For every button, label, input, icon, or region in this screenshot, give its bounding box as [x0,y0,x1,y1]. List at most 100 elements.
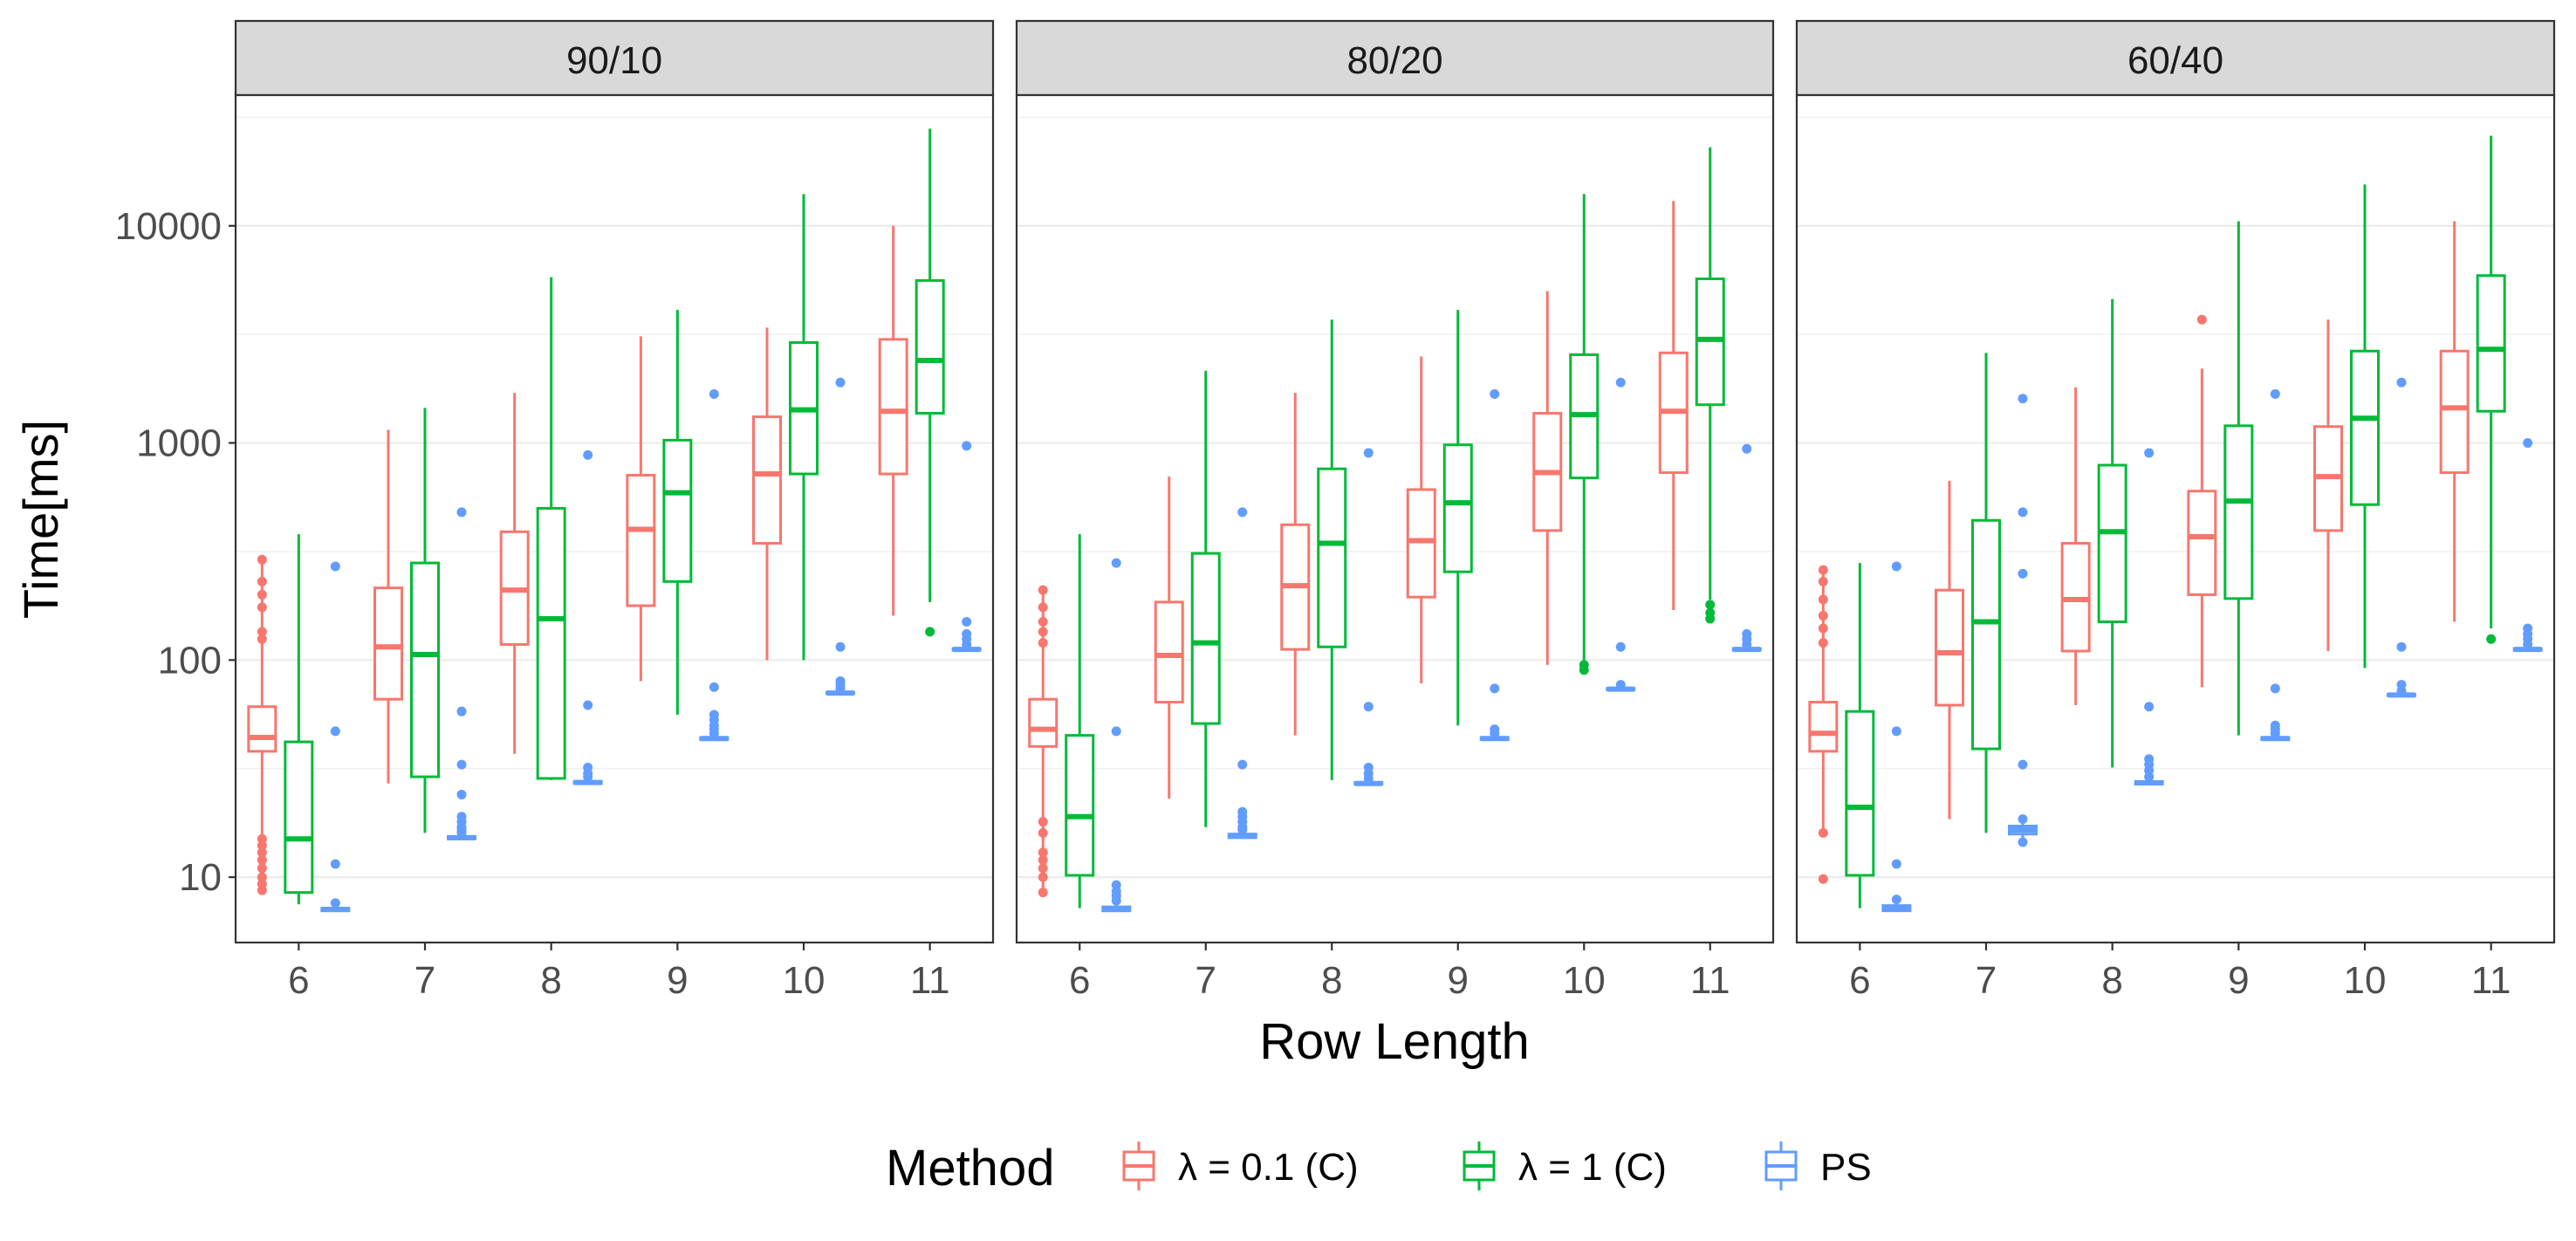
boxplot-lambda-0-1-7 [1154,477,1184,799]
boxplot-lambda-0-1-6 [247,554,277,895]
facet-strip-label: 80/20 [1346,39,1442,82]
boxplot-lambda-1-6 [1845,563,1875,908]
boxplot-ps-11 [951,441,982,653]
boxplot-lambda-1-9 [662,310,693,715]
outlier-point [257,847,267,858]
outlier-point [1615,377,1626,387]
outlier-point [583,449,593,460]
outlier-point [257,833,267,844]
boxplot-lambda-0-1-9 [626,336,656,682]
outlier-point [2018,814,2028,825]
plot-panel [1017,95,1773,943]
outlier-point [257,863,267,874]
outlier-point [1818,874,1828,884]
x-tick-label: 6 [1069,959,1090,1002]
outlier-point [2523,438,2533,449]
x-axis-title: Row Length [1259,1013,1530,1070]
x-tick-label: 10 [1563,959,1606,1002]
boxplot-lambda-1-7 [410,408,440,833]
boxplot-lambda-0-1-8 [499,393,530,754]
outlier-point [2523,623,2533,634]
outlier-point [1038,854,1048,865]
box-iqr [1935,588,1964,707]
panel-border [1795,93,2556,944]
outlier-point [1038,827,1048,838]
boxplot-ps-10 [2387,377,2416,698]
box-iqr [2097,463,2127,624]
box-iqr [1442,443,1473,573]
outlier-point [1490,683,1500,694]
boxplot-lambda-1-7 [1190,370,1221,827]
box-iqr [1154,600,1184,704]
outlier-point [1111,880,1121,890]
box-iqr [752,415,782,545]
outlier-point [1742,628,1752,639]
boxplot-lambda-1-8 [1317,319,1347,780]
legend-entry: PS [1764,1142,1872,1190]
outlier-point [2144,448,2155,458]
outlier-point [2270,389,2280,400]
facet-strip-label: 90/10 [566,39,662,82]
outlier-point [925,627,935,637]
outlier-point [962,628,972,639]
outlier-point [1038,863,1048,874]
outlier-point [2196,314,2207,325]
boxplot-lambda-1-11 [2476,135,2506,644]
outlier-point [1038,585,1048,595]
box-iqr [284,740,314,895]
boxplot-lambda-0-1-10 [2313,319,2343,652]
box-iqr [2350,349,2380,506]
box-iqr [1406,488,1436,599]
boxplot-lambda-0-1-8 [1280,393,1311,736]
box-iqr [2439,349,2470,475]
outlier-point [1579,660,1589,670]
outlier-point [1363,702,1374,712]
legend-entry: λ = 0.1 (C) [1122,1142,1359,1190]
boxplot-lambda-0-1-10 [1532,291,1563,665]
legend-title: Method [886,1140,1054,1196]
boxplot-ps-6 [1101,558,1132,913]
x-tick-label: 10 [2344,959,2387,1002]
x-tick-label: 7 [1196,959,1216,1002]
boxplot-lambda-0-1-11 [1658,201,1689,611]
boxplot-ps-9 [2260,389,2291,742]
outlier-point [257,627,267,637]
outlier-point [257,554,267,565]
outlier-point [1818,565,1828,575]
box-iqr [536,506,566,780]
boxplot-lambda-1-8 [2097,298,2127,768]
x-tick-label: 6 [1849,959,1870,1002]
outlier-point [1891,561,1901,572]
y-tick-label: 10000 [115,205,222,248]
outlier-point [257,872,267,882]
outlier-point [330,859,340,869]
outlier-point [709,682,719,692]
box-iqr [1317,467,1347,648]
boxplot-lambda-1-11 [1695,147,1725,624]
x-tick-label: 7 [1976,959,1997,1002]
outlier-point [1490,389,1500,400]
boxplot-lambda-0-1-10 [752,327,782,661]
outlier-point [2396,377,2407,387]
boxplot-lambda-0-1-11 [878,225,908,616]
outlier-point [2018,837,2028,847]
outlier-point [1818,623,1828,634]
outlier-point [257,634,267,644]
x-tick-label: 8 [1321,959,1342,1002]
legend-entry-label: λ = 0.1 (C) [1178,1146,1359,1189]
legend-entry-label: PS [1820,1146,1872,1189]
outlier-point [456,790,467,800]
outlier-point [1111,726,1121,737]
outlier-point [1038,888,1048,898]
outlier-point [1237,759,1248,770]
outlier-point [1038,847,1048,858]
outlier-point [456,706,467,716]
outlier-point [1038,638,1048,648]
outlier-point [2270,720,2280,730]
outlier-point [1742,443,1752,454]
outlier-point [2018,394,2028,404]
outlier-point [2018,759,2028,770]
boxplot-lambda-0-1-9 [1406,356,1436,684]
